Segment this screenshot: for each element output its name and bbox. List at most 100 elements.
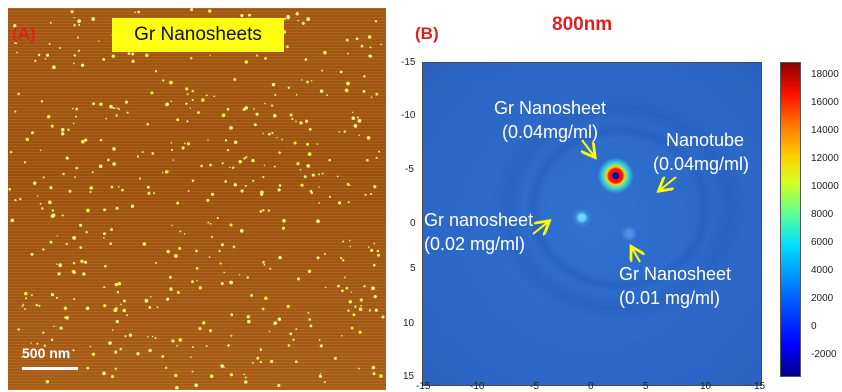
nanosheet-dot [103, 286, 106, 289]
nanosheet-dot [105, 117, 108, 120]
nanosheet-dot [297, 19, 300, 22]
nanosheet-dot [271, 82, 276, 87]
nanosheet-dot [75, 107, 78, 111]
nanosheet-dot [368, 309, 372, 312]
nanosheet-dot [31, 131, 34, 135]
nanosheet-dot [221, 162, 224, 165]
nanosheet-dot [349, 239, 351, 242]
nanosheet-dot [89, 186, 94, 190]
nanosheet-dot [78, 23, 81, 26]
nanosheet-dot [311, 173, 315, 177]
nanosheet-dot [273, 165, 276, 168]
nanosheet-dot [59, 262, 62, 265]
nanosheet-dot [198, 286, 202, 290]
nanosheet-dot [244, 184, 247, 187]
nanosheet-dot [52, 65, 56, 70]
nanosheet-dot [240, 14, 244, 18]
nanosheet-dot [209, 54, 211, 56]
nanosheet-dot [271, 131, 274, 134]
nanosheet-dot [218, 249, 221, 253]
nanosheet-dot [110, 375, 115, 379]
nanosheet-dot [12, 33, 15, 35]
nanosheet-dot [300, 79, 303, 81]
nanosheet-dot [98, 164, 103, 169]
nanosheet-dot [234, 140, 238, 144]
nanosheet-dot [292, 338, 295, 341]
nanosheet-dot [121, 188, 124, 192]
nanosheet-dot [24, 291, 28, 296]
nanosheet-dot [77, 49, 81, 52]
nanosheet-dot [76, 36, 80, 39]
nanosheet-dot [38, 304, 41, 307]
nanosheet-dot [190, 8, 194, 12]
nanosheet-dot [32, 181, 37, 185]
nanosheet-dot [250, 293, 254, 297]
nanosheet-dot [310, 80, 313, 82]
nanosheet-dot [151, 335, 154, 338]
nanosheet-dot [252, 179, 255, 182]
nanosheet-dot [110, 228, 113, 231]
nanosheet-dot [186, 120, 189, 123]
nanosheet-dot [116, 290, 120, 294]
nanosheet-dot [85, 231, 88, 234]
nanosheet-dot [194, 383, 198, 388]
nanosheet-dot [210, 235, 213, 238]
nanosheet-dot [17, 92, 20, 96]
nanosheet-dot [253, 123, 257, 127]
nanosheet-dot [368, 246, 370, 248]
nanosheet-dot [207, 139, 209, 141]
nanosheet-dot [74, 115, 78, 118]
scale-bar-label: 500 nm [22, 345, 71, 361]
annotation-line: Nanotube [666, 130, 745, 150]
x-tick: 5 [643, 381, 649, 392]
nanosheet-dot [17, 328, 20, 331]
nanosheet-dot [191, 89, 194, 93]
nanosheet-dot [122, 308, 126, 313]
nanosheet-dot [308, 127, 312, 131]
nanosheet-dot [65, 242, 68, 246]
nanosheet-dot [209, 163, 212, 167]
nanosheet-dot [379, 374, 383, 378]
nanosheet-dot [246, 315, 250, 319]
nanosheet-dot [21, 356, 23, 358]
nanosheet-dot [61, 214, 64, 217]
nanosheet-dot [147, 191, 151, 195]
y-tick: -5 [405, 164, 414, 175]
nanosheet-dot [369, 192, 373, 196]
nanosheet-dot [72, 122, 75, 125]
nanosheet-dot [191, 179, 195, 182]
nanosheet-dot [226, 107, 230, 111]
nanosheet-dot [124, 335, 127, 338]
nanosheet-dot [318, 374, 322, 378]
nanosheet-dot [294, 360, 298, 364]
x-tick: 15 [754, 381, 766, 392]
nanosheet-dot [56, 235, 59, 237]
nanosheet-dot [207, 9, 212, 13]
nanosheet-dot [197, 111, 200, 115]
annotation-arrows [532, 139, 677, 263]
nanosheet-dot [268, 330, 271, 333]
nanosheet-dot [131, 52, 135, 56]
nanosheet-dot [316, 256, 320, 260]
nanosheet-dot [115, 319, 119, 324]
nanosheet-dot [42, 248, 45, 251]
nanosheet-dot [370, 248, 374, 252]
nanosheet-dot [295, 12, 299, 16]
nanosheet-dot [309, 324, 313, 328]
colorbar-tick: 18000 [811, 69, 839, 80]
nanosheet-dot [146, 123, 149, 126]
annotation-nanotube-conc: (0.04mg/ml) [653, 152, 760, 176]
nanosheet-dot [191, 370, 194, 373]
nanosheet-dot [374, 20, 378, 23]
nanosheet-dot [368, 54, 372, 58]
nanosheet-dot [189, 57, 193, 60]
nanosheet-dot [144, 298, 149, 303]
nanosheet-dot [44, 57, 47, 60]
annotation-line: (0.01 mg/ml) [619, 288, 721, 308]
nanosheet-dot [274, 93, 277, 96]
nanosheet-dot [187, 190, 190, 192]
nanosheet-dot [324, 286, 327, 289]
nanosheet-dot [231, 166, 235, 169]
nanosheet-dot [342, 240, 345, 243]
nanosheet-dot [370, 96, 373, 98]
